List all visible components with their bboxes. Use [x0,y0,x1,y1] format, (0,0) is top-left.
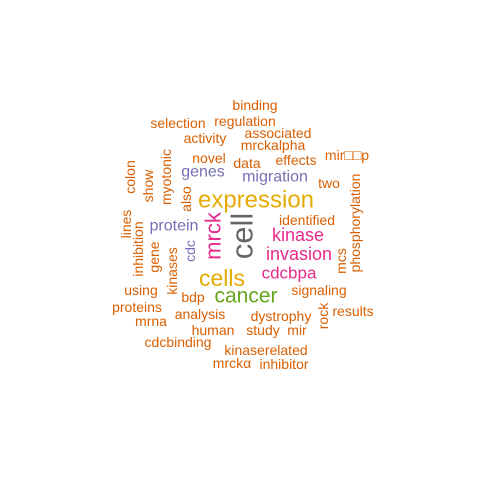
word-23: identified [279,212,335,228]
word-2: cells [199,265,245,291]
word-41: dystrophy [251,308,312,324]
word-37: proteins [112,299,162,315]
word-49: inhibitor [259,356,308,372]
word-17: mrckalpha [241,137,306,153]
word-5: invasion [266,244,332,264]
word-45: mir [287,322,307,338]
word-38: rock [315,302,331,329]
word-4: mrck [201,211,226,260]
word-12: binding [232,97,277,113]
word-42: mrna [135,313,167,329]
word-27: show [140,169,156,203]
word-32: gene [146,241,162,272]
word-14: selection [150,115,205,131]
word-21: mir□□p [325,147,369,163]
word-48: mrckα [213,355,251,371]
word-36: signaling [291,282,346,298]
word-31: inhibition [130,221,146,276]
word-33: kinases [164,247,180,294]
word-26: colon [122,160,138,193]
word-16: associated [245,125,312,141]
word-30: lines [118,210,134,239]
word-0: cell [225,213,260,260]
word-43: human [192,322,235,338]
word-19: data [233,155,260,171]
word-22: two [318,175,340,191]
word-11: cdc [182,240,198,262]
word-6: kinase [272,225,324,245]
word-8: migration [242,169,308,186]
word-25: mcs [333,248,349,274]
word-18: novel [192,150,225,166]
word-10: protein [150,218,199,235]
word-20: effects [276,152,317,168]
word-1: expression [198,187,314,214]
word-7: cdcbpa [262,264,317,283]
word-3: cancer [214,285,277,308]
word-40: analysis [175,306,226,322]
word-29: also [178,186,194,212]
word-35: bdp [181,289,205,305]
word-47: kinaserelated [224,342,307,358]
word-13: regulation [214,113,276,129]
word-46: cdcbinding [145,334,212,350]
word-39: results [332,303,373,319]
word-28: myotonic [158,149,174,205]
word-24: phosphorylation [347,174,363,273]
word-15: activity [184,130,227,146]
word-34: using [124,282,157,298]
word-44: study [246,322,279,338]
word-9: genes [181,164,225,181]
